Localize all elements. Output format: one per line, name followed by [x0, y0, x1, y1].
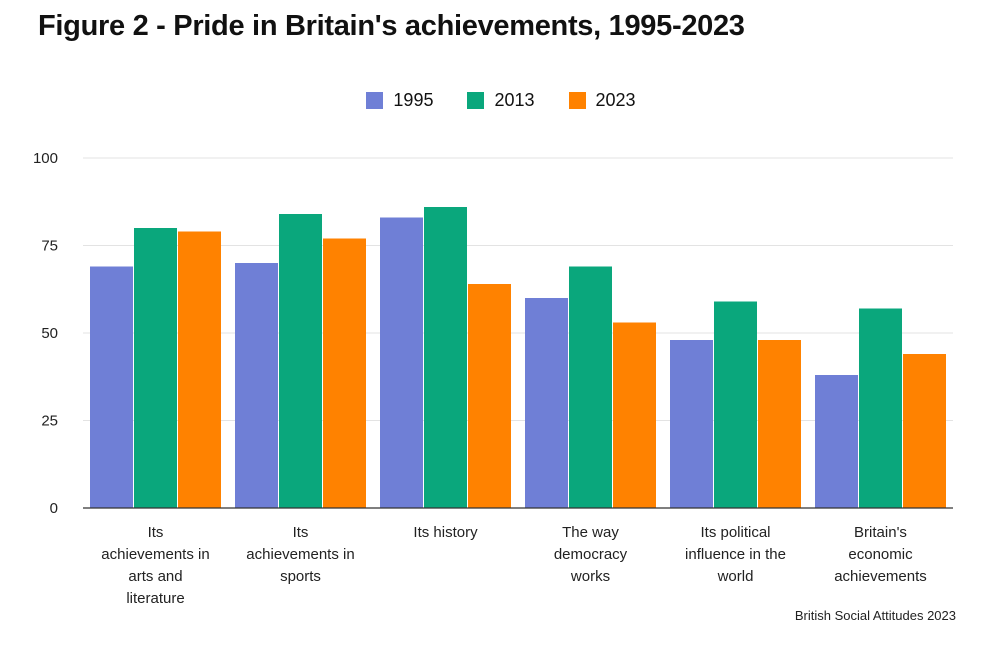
y-tick-label-50: 50 [41, 325, 58, 342]
bar-2023-5 [903, 354, 946, 508]
x-category-label-2: Its history [413, 524, 478, 541]
bar-2013-4 [714, 301, 757, 508]
bar-1995-0 [90, 266, 133, 508]
source-note: British Social Attitudes 2023 [794, 608, 956, 623]
bar-1995-5 [815, 375, 858, 508]
y-tick-label-100: 100 [33, 150, 58, 167]
legend-label-1995: 1995 [393, 90, 434, 110]
x-category-label-1: Its achievements in sports [246, 524, 354, 585]
bar-2013-1 [279, 214, 322, 508]
legend: 1995 2013 2023 [0, 90, 1002, 111]
bar-1995-1 [235, 263, 278, 508]
bar-1995-2 [380, 217, 423, 508]
legend-item-1995: 1995 [366, 90, 433, 111]
chart-title: Figure 2 - Pride in Britain's achievemen… [38, 10, 745, 42]
bar-2023-3 [613, 322, 656, 508]
bar-2023-0 [178, 231, 221, 508]
legend-label-2023: 2023 [595, 90, 636, 110]
x-category-label-3: The way democracy works [554, 524, 628, 585]
y-tick-label-0: 0 [50, 500, 58, 517]
bar-1995-4 [670, 340, 713, 508]
bar-2023-4 [758, 340, 801, 508]
y-tick-label-75: 75 [41, 238, 58, 255]
x-category-label-5: Britain's economic achievements [834, 524, 927, 585]
bar-2013-5 [859, 308, 902, 508]
legend-swatch-2013 [467, 92, 485, 109]
legend-swatch-2023 [568, 92, 586, 109]
bar-1995-3 [525, 298, 568, 508]
legend-item-2013: 2013 [467, 90, 535, 111]
x-category-label-4: Its political influence in the world [685, 524, 786, 585]
y-tick-label-25: 25 [41, 413, 58, 430]
legend-swatch-1995 [366, 92, 384, 109]
bar-2013-3 [569, 266, 612, 508]
bar-2023-1 [323, 238, 366, 508]
legend-item-2023: 2023 [568, 90, 636, 111]
legend-label-2013: 2013 [494, 90, 535, 110]
bar-2023-2 [468, 284, 511, 508]
x-category-label-0: Its achievements in arts and literature [101, 524, 209, 607]
bar-2013-0 [134, 228, 177, 508]
bar-2013-2 [424, 207, 467, 508]
